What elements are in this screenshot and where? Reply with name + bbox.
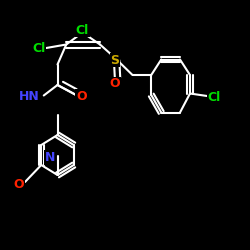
Text: O: O xyxy=(14,178,24,192)
Text: Cl: Cl xyxy=(207,91,220,104)
Text: O: O xyxy=(76,90,86,103)
Text: S: S xyxy=(110,54,120,66)
Text: N: N xyxy=(45,151,55,164)
Text: Cl: Cl xyxy=(76,24,89,36)
Text: Cl: Cl xyxy=(32,42,46,55)
Text: HN: HN xyxy=(19,90,40,103)
Text: O: O xyxy=(110,77,120,90)
